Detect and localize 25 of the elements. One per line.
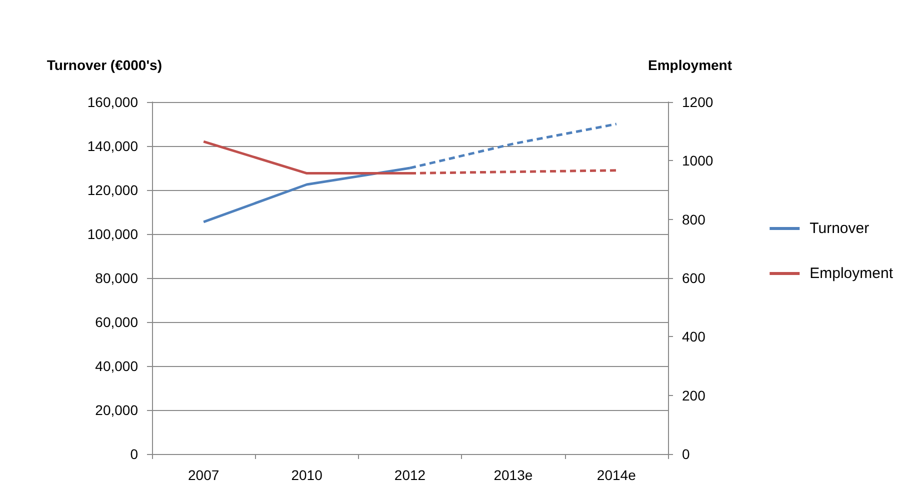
x-tick-label: 2010 (291, 467, 323, 483)
y2-tick-label: 600 (682, 270, 706, 286)
y-tick-label: 60,000 (95, 314, 138, 330)
y-tick-label: 0 (130, 446, 138, 462)
y-tick-label: 80,000 (95, 270, 138, 286)
y2-tick-label: 1200 (682, 94, 714, 110)
y-tick-label: 40,000 (95, 358, 138, 374)
x-tick-label: 2007 (188, 467, 220, 483)
legend-label: Turnover (810, 220, 870, 237)
y-axis-title: Turnover (€000's) (46, 57, 162, 73)
y2-tick-label: 200 (682, 387, 706, 404)
x-tick-label: 2014e (596, 467, 636, 483)
y2-axis-title: Employment (648, 57, 732, 73)
x-tick-label: 2013e (494, 467, 533, 483)
y-tick-label: 160,000 (87, 94, 138, 110)
y-tick-label: 100,000 (87, 226, 138, 242)
y2-tick-label: 0 (682, 446, 690, 462)
legend-label: Employment (810, 265, 894, 282)
y2-tick-label: 400 (682, 328, 706, 345)
y-tick-label: 140,000 (87, 138, 138, 154)
y-tick-label: 120,000 (87, 182, 138, 198)
x-tick-label: 2012 (394, 467, 426, 483)
y2-tick-label: 1000 (682, 152, 714, 169)
y2-tick-label: 800 (682, 211, 706, 228)
y-tick-label: 20,000 (95, 402, 138, 418)
